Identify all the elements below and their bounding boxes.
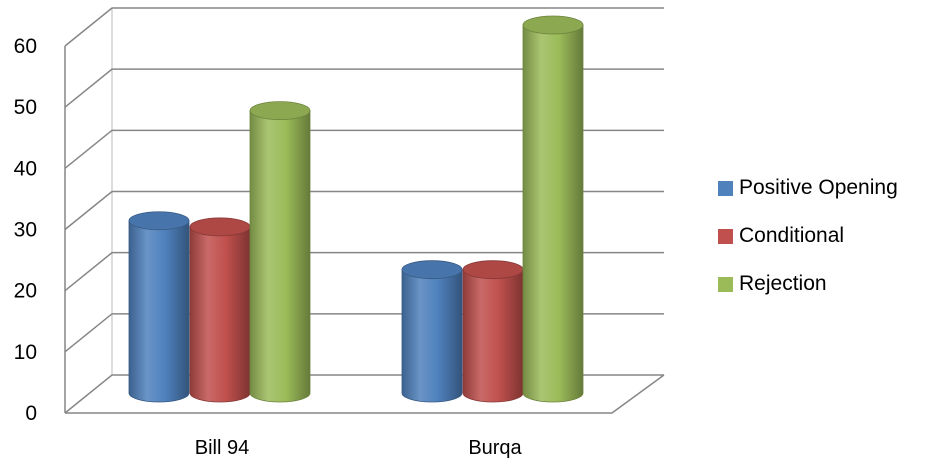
legend: Positive Opening Conditional Rejection (718, 164, 930, 308)
y-tick-label: 40 (14, 157, 37, 180)
bar-body (128, 220, 190, 403)
legend-item: Conditional (718, 212, 930, 260)
y-tick-label: 50 (14, 96, 37, 119)
bar-top (462, 260, 524, 280)
legend-label: Rejection (739, 272, 827, 295)
y-axis: 0 10 20 30 40 50 60 (14, 35, 37, 425)
legend-item: Positive Opening (718, 164, 930, 212)
legend-swatch (718, 276, 733, 292)
chart-walls (64, 7, 665, 414)
legend-swatch (718, 180, 733, 196)
bar-top (128, 211, 190, 231)
y-tick-label: 60 (14, 35, 37, 58)
bar-top (522, 15, 584, 35)
legend-label: Positive Opening (739, 176, 898, 199)
y-tick-label: 30 (14, 219, 37, 242)
gridline (64, 68, 664, 108)
bar-body (189, 226, 251, 403)
bar (128, 211, 190, 403)
bar (189, 217, 251, 403)
floor-edge (65, 374, 665, 414)
plot-area (128, 15, 584, 403)
y-tick-label: 20 (14, 280, 37, 303)
bar (522, 15, 584, 403)
y-tick-label: 0 (25, 402, 37, 425)
bar (462, 260, 524, 403)
bar-body (462, 269, 524, 403)
bar (401, 260, 463, 403)
bar-body (522, 24, 584, 403)
gridline (64, 251, 664, 292)
bar-top (249, 101, 311, 121)
bar-body (249, 110, 311, 403)
legend-label: Conditional (739, 224, 845, 247)
bar-top (401, 260, 463, 280)
bar (249, 101, 311, 403)
bar-body (401, 269, 463, 403)
gridline (64, 129, 664, 169)
legend-swatch (718, 228, 733, 244)
gridline (64, 190, 664, 231)
x-tick-label: Burqa (468, 437, 522, 459)
y-tick-label: 10 (14, 341, 37, 364)
legend-item: Rejection (718, 260, 930, 308)
x-axis: Bill 94 Burqa (195, 437, 523, 459)
gridline (64, 7, 664, 47)
x-tick-label: Bill 94 (195, 437, 249, 459)
bar-top (189, 217, 251, 237)
